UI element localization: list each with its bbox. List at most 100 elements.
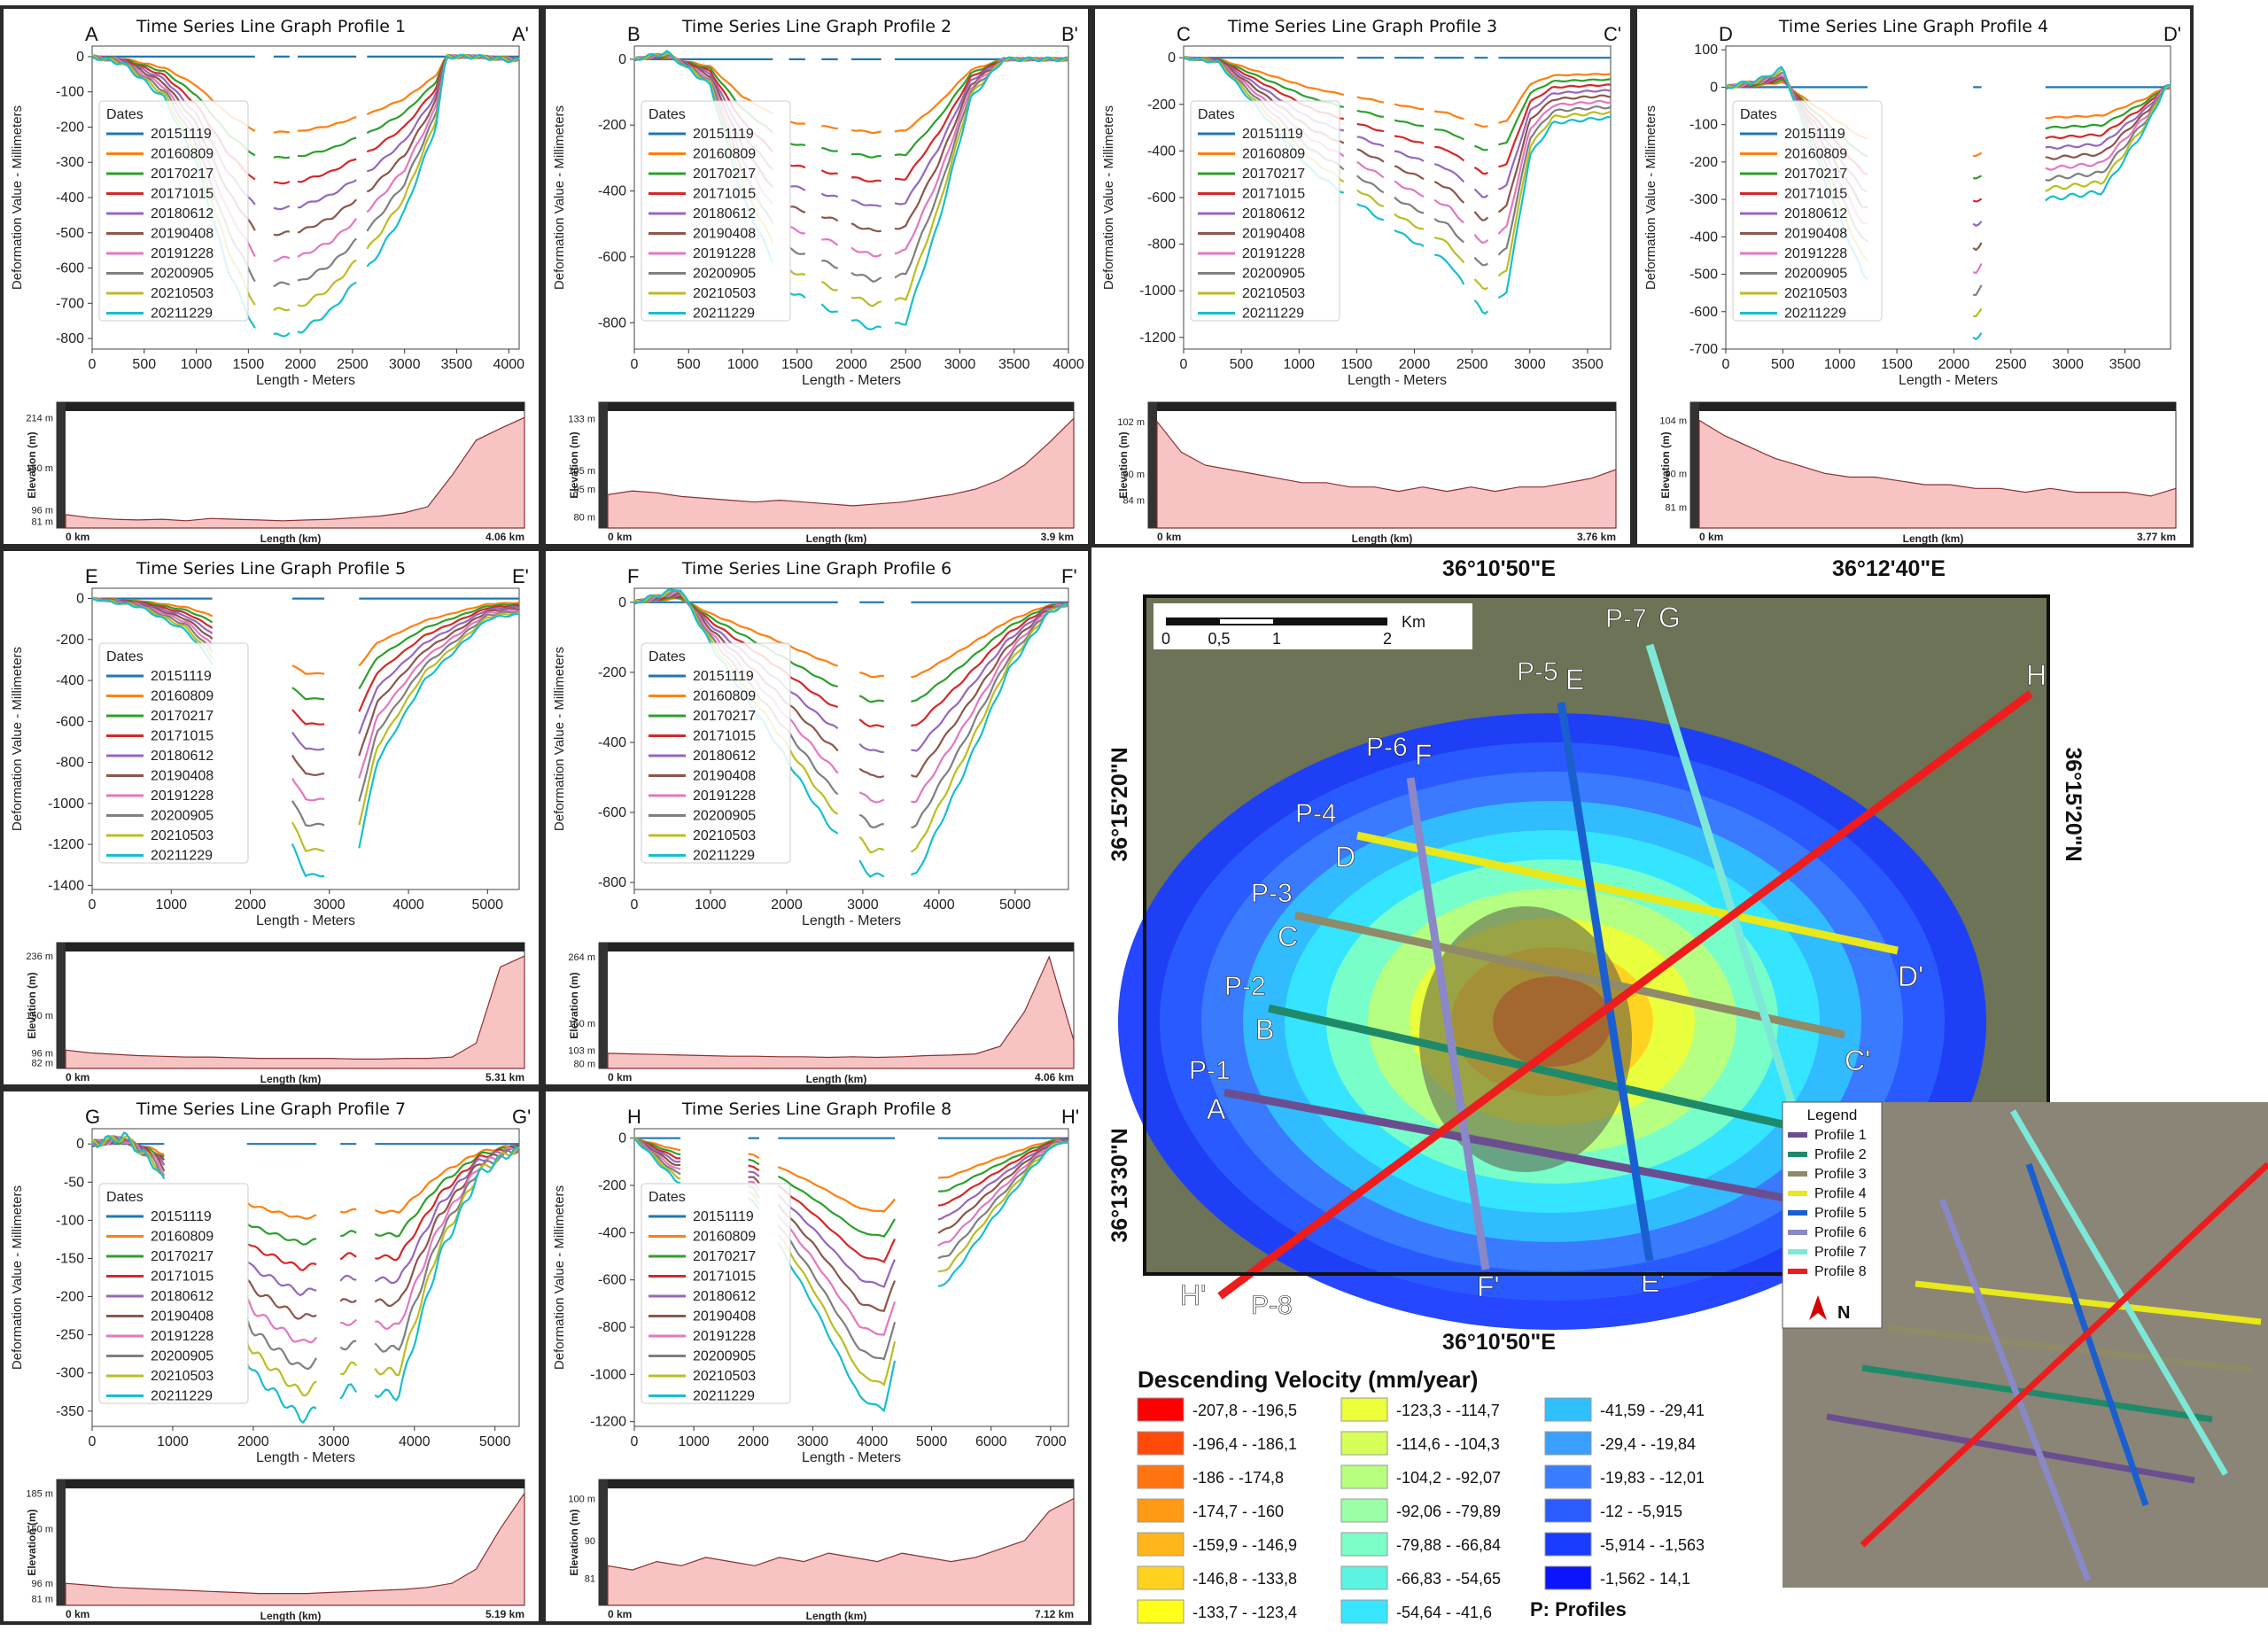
profile-start-label: G <box>85 1106 100 1128</box>
elevation-ylabel: Elevation (m) <box>26 431 38 498</box>
x-tick-label: 500 <box>1230 357 1254 372</box>
elevation-end: 7.12 km <box>1035 1608 1074 1620</box>
x-tick-label: 3500 <box>1572 357 1604 372</box>
y-tick-label: -700 <box>56 296 84 311</box>
elevation-start: 0 km <box>66 1071 89 1084</box>
legend-label: 20191228 <box>693 1329 756 1344</box>
y-tick-label: -1000 <box>590 1367 626 1382</box>
inset-legend-label: Profile 1 <box>1814 1128 1867 1143</box>
dates-legend: Dates 20151119 20160809 20170217 20171015 201… <box>641 642 791 864</box>
legend-box <box>641 100 791 322</box>
elevation-profile: 100 m 90 81 0 km 7.12 km Length (km) Elevation… <box>568 1479 1075 1621</box>
profile-name: P-1 <box>1189 1056 1231 1085</box>
profile-end-marker: H' <box>1180 1279 1206 1311</box>
elevation-end: 4.06 km <box>485 531 524 543</box>
inset-legend-label: Profile 5 <box>1814 1206 1867 1221</box>
legend-label: 20200905 <box>151 267 214 282</box>
x-tick-label: 1500 <box>1881 357 1913 372</box>
elevation-tick: 96 m <box>32 1048 53 1059</box>
inset-profile-line <box>1915 1280 2262 1325</box>
profile-panel-3: Time Series Line Graph Profile 3 C C' 0 500 1… <box>1091 5 1634 548</box>
profile-end-marker: E' <box>1641 1266 1665 1298</box>
elevation-start: 0 km <box>608 531 632 543</box>
scale-unit: Km <box>1402 613 1425 631</box>
legend-label: 20191228 <box>151 1329 214 1344</box>
velocity-swatch <box>1544 1565 1592 1590</box>
velocity-label: -54,64 - -41,6 <box>1396 1604 1492 1621</box>
x-tick-label: 3000 <box>797 1434 829 1449</box>
series-line-20191228 <box>91 1135 520 1344</box>
elevation-area <box>65 416 525 529</box>
legend-title: Dates <box>106 1190 144 1205</box>
longitude-label: 36°12'40"E <box>1832 556 1946 581</box>
series-line-20191228 <box>1183 56 1612 245</box>
plot-frame <box>633 587 1069 890</box>
x-axis-label: Length - Meters <box>256 1450 355 1465</box>
legend-title: Dates <box>1198 107 1235 122</box>
x-tick-label: 3500 <box>998 357 1030 372</box>
legend-label: 20171015 <box>1784 187 1847 202</box>
legend-label: 20180612 <box>1242 206 1305 221</box>
x-tick-label: 2000 <box>1938 357 1970 372</box>
velocity-label: -196,4 - -186,1 <box>1192 1435 1297 1453</box>
longitude-label: 36°10'50"E <box>1442 556 1556 581</box>
elevation-side-bar <box>1148 402 1157 528</box>
elevation-tick: 104 m <box>1659 416 1687 427</box>
velocity-swatch <box>1340 1532 1388 1557</box>
profile-chart-1: Time Series Line Graph Profile 1 A A' 0 500 1… <box>10 17 529 544</box>
legend-label: 20151119 <box>693 669 754 684</box>
deformation-plot: Time Series Line Graph Profile 2 B B' 0 500 1… <box>552 17 1084 544</box>
chart-title: Time Series Line Graph Profile 4 <box>1778 17 2048 36</box>
scale-bar-white <box>1220 619 1273 624</box>
profile-line-6 <box>1406 777 1490 1270</box>
elevation-tick: 150 m <box>26 463 53 474</box>
deformation-plot: Time Series Line Graph Profile 4 D D' 0 500 1… <box>1643 17 2181 544</box>
profiles-note: P: Profiles <box>1530 1598 1627 1620</box>
series-line-20180612 <box>91 54 520 211</box>
profile-line-4 <box>1356 831 1899 955</box>
profile-start-label: F <box>627 565 639 587</box>
profile-line-2 <box>1268 1004 1819 1137</box>
y-tick-label: -200 <box>56 1290 84 1305</box>
y-tick-label: -1400 <box>48 878 84 893</box>
x-axis-label: Length - Meters <box>1348 373 1447 388</box>
elevation-area <box>607 1497 1075 1606</box>
profile-start-marker: F <box>1415 739 1433 771</box>
legend-label: 20190408 <box>693 1309 756 1324</box>
series-line-20190408 <box>91 54 520 237</box>
legend-label: 20151119 <box>1784 127 1845 142</box>
x-tick-label: 2500 <box>337 357 369 372</box>
profile-line-5 <box>1557 702 1654 1262</box>
legend-label: 20171015 <box>151 729 214 744</box>
x-tick-label: 3000 <box>847 897 879 913</box>
x-tick-label: 5000 <box>999 897 1031 913</box>
dates-legend: Dates 20151119 20160809 20170217 20171015 201… <box>641 1183 791 1404</box>
velocity-swatch <box>1340 1599 1388 1624</box>
x-tick-label: 500 <box>677 357 701 372</box>
elevation-start: 0 km <box>66 531 89 543</box>
profile-panel-7: Time Series Line Graph Profile 7 G G' 0 1000… <box>0 1088 542 1625</box>
elevation-area <box>65 955 525 1069</box>
y-tick-label: -1200 <box>1139 330 1176 346</box>
legend-label: 20180612 <box>1784 206 1847 221</box>
profile-name: P-5 <box>1517 657 1558 687</box>
legend-label: 20190408 <box>693 769 756 784</box>
elevation-tick: 81 <box>585 1574 595 1585</box>
x-tick-label: 0 <box>89 1434 97 1449</box>
series-line-20200905 <box>91 1135 520 1371</box>
y-tick-label: -200 <box>598 118 626 133</box>
y-tick-label: -600 <box>598 805 626 820</box>
x-tick-label: 1000 <box>695 897 726 913</box>
series-line-20170217 <box>91 54 520 159</box>
x-tick-label: 2000 <box>771 897 803 913</box>
legend-label: 20190408 <box>151 227 214 242</box>
legend-label: 20210503 <box>1242 286 1305 301</box>
legend-label: 20210503 <box>693 828 756 843</box>
elevation-tick: 84 m <box>1123 495 1145 506</box>
legend-label: 20171015 <box>693 187 756 202</box>
dates-legend: Dates 20151119 20160809 20170217 20171015 201… <box>1732 100 1883 322</box>
elevation-area <box>1156 420 1617 529</box>
profile-start-marker: B <box>1255 1014 1274 1045</box>
profile-start-marker: H <box>2026 659 2047 691</box>
inset-profile-line <box>1861 1364 2213 1423</box>
